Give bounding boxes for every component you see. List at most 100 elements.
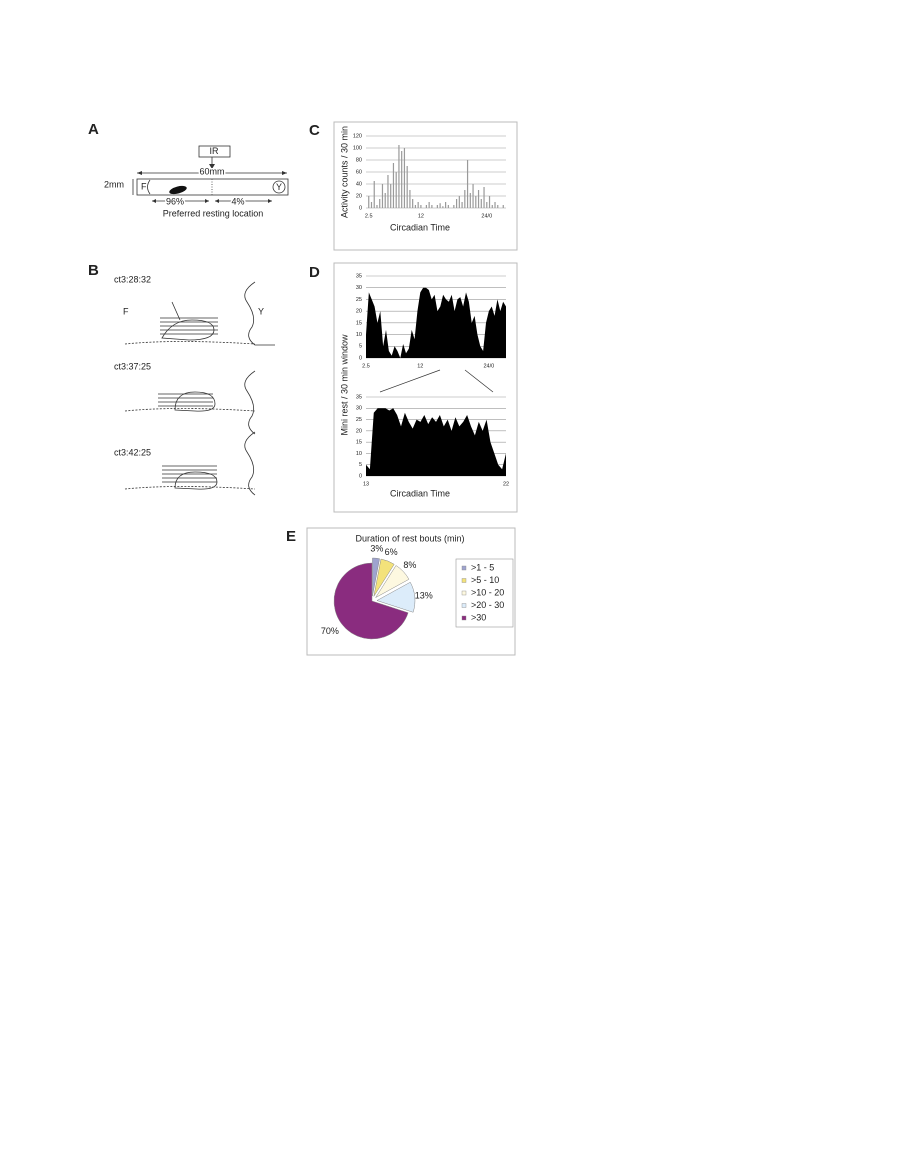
y-axis-label: Activity counts / 30 min (339, 126, 349, 218)
panel-label: A (88, 121, 99, 138)
data-label: 8% (403, 560, 416, 570)
timestamp: ct3:42:25 (114, 447, 151, 457)
pie-slice (373, 558, 395, 597)
y-tick-label: 20 (356, 428, 362, 434)
bar (475, 196, 477, 208)
bar (373, 181, 375, 208)
end-f: F (141, 181, 147, 191)
bar (376, 205, 378, 208)
bar (486, 202, 488, 208)
y-tick-label: 0 (359, 473, 362, 479)
pie-slice (333, 562, 409, 640)
x-tick-label: 12 (418, 213, 424, 219)
y-tick-label: 0 (359, 205, 362, 211)
bar (414, 205, 417, 208)
bar (379, 199, 381, 208)
y-tick-label: 30 (356, 285, 362, 291)
bar (458, 196, 460, 208)
bar (425, 205, 427, 208)
diameter-label: 2mm (104, 179, 124, 189)
y-tick-label: 20 (356, 309, 362, 315)
legend-swatch (461, 590, 467, 596)
ir-label: IR (210, 146, 220, 156)
bar (502, 205, 504, 208)
left-percent: 96% (166, 196, 184, 206)
pie-slice (372, 557, 380, 597)
bar (477, 190, 480, 208)
y-axis-label: Mini rest / 30 min window (339, 334, 349, 436)
y-tick-label: 10 (356, 451, 362, 457)
bar (480, 199, 482, 208)
legend-swatch (461, 578, 467, 583)
caption: Preferred resting location (163, 208, 264, 218)
bar (453, 205, 455, 208)
x-tick-label: 24/0 (481, 213, 492, 219)
bar (381, 184, 384, 208)
bar (412, 199, 414, 208)
bar (447, 205, 449, 208)
legend-swatch (461, 603, 467, 608)
area (366, 287, 506, 358)
legend-label: >20 - 30 (471, 600, 504, 610)
y-tick-label: 25 (356, 417, 362, 423)
y-tick-label: 15 (356, 440, 362, 446)
bar (461, 202, 463, 208)
legend-box (455, 558, 514, 628)
legend-label: >10 - 20 (471, 587, 504, 597)
bar (466, 160, 469, 208)
timestamp: ct3:37:25 (114, 361, 151, 371)
data-label: 6% (385, 547, 398, 557)
y-tick-label: 30 (356, 406, 362, 412)
bar (428, 202, 430, 208)
y-tick-label: 120 (353, 133, 362, 139)
panel-label: C (309, 122, 320, 139)
bar (439, 203, 441, 208)
y-tick-label: 100 (353, 145, 362, 151)
y-tick-label: 35 (356, 394, 362, 400)
x-axis-label: Circadian Time (390, 222, 450, 232)
legend-label: >30 (471, 612, 486, 622)
bar (406, 166, 408, 208)
bar (398, 145, 400, 208)
x-tick-label: 24/0 (483, 363, 494, 369)
data-label: 3% (370, 544, 383, 554)
zoom-line (464, 369, 494, 393)
zoom-line (379, 369, 441, 393)
y-tick-label: 35 (356, 273, 362, 279)
legend-swatch (461, 615, 467, 621)
x-tick-label: 13 (363, 481, 369, 487)
bar (403, 148, 406, 208)
data-label: 13% (415, 590, 433, 600)
pie-slice (376, 581, 416, 613)
panel-label: E (286, 528, 296, 545)
y-tick-label: 5 (359, 344, 362, 350)
pie-slice (375, 565, 410, 598)
bar (409, 190, 411, 208)
y-tick-label: 10 (356, 332, 362, 338)
bar (420, 205, 422, 208)
x-tick-label: 22 (503, 481, 509, 487)
legend-label: >1 - 5 (471, 562, 494, 572)
bar (401, 151, 403, 208)
x-tick-label: 2.5 (362, 363, 370, 369)
bar (384, 193, 386, 208)
bar (464, 190, 466, 208)
right-percent: 4% (231, 196, 244, 206)
bar (497, 205, 499, 208)
bar (392, 163, 395, 208)
bar (445, 202, 447, 208)
bar (387, 175, 389, 208)
y-tick-label: 5 (359, 462, 362, 468)
bar (436, 205, 438, 208)
legend-swatch (461, 565, 467, 571)
chart-title: Duration of rest bouts (min) (355, 533, 464, 543)
y-tick-label: 40 (356, 181, 362, 187)
bar (491, 205, 493, 208)
bar (395, 172, 397, 208)
bar (488, 196, 491, 208)
end-f: F (123, 306, 129, 316)
end-y: Y (276, 182, 282, 192)
legend-label: >5 - 10 (471, 575, 499, 585)
x-axis-label: Circadian Time (390, 488, 450, 498)
y-tick-label: 0 (359, 355, 362, 361)
